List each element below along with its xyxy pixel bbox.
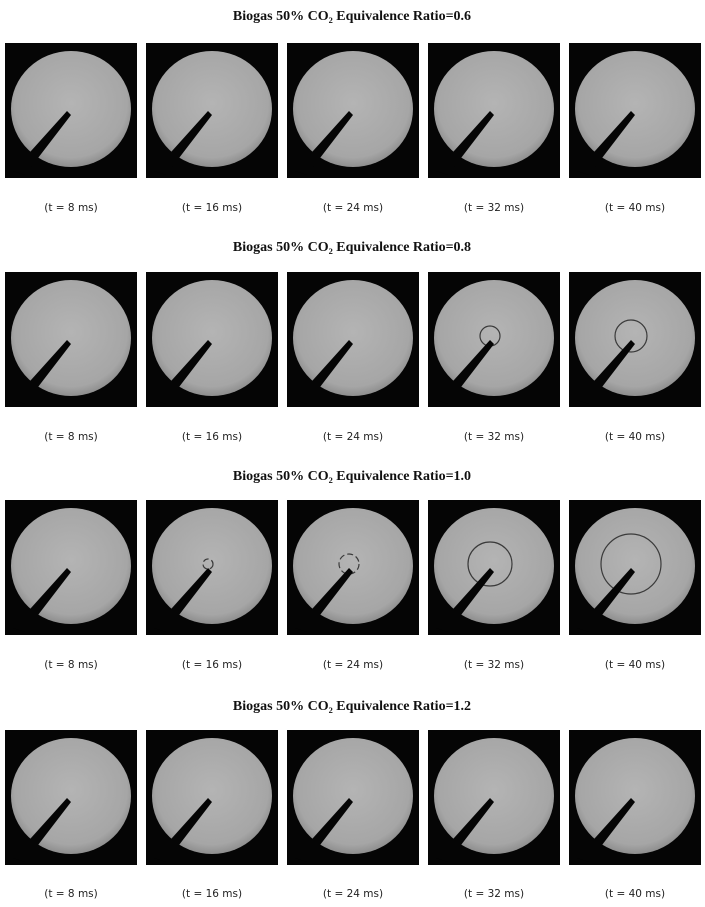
chamber-window bbox=[293, 508, 413, 624]
time-caption: (t = 8 ms) bbox=[44, 202, 98, 214]
frame-image bbox=[569, 272, 701, 407]
chamber-window bbox=[11, 508, 131, 624]
time-caption: (t = 8 ms) bbox=[44, 659, 98, 671]
time-caption: (t = 24 ms) bbox=[323, 888, 383, 900]
frame-image bbox=[146, 43, 278, 178]
frame-image bbox=[146, 730, 278, 865]
chamber-window bbox=[293, 51, 413, 167]
frame-image bbox=[428, 730, 560, 865]
frame-image bbox=[428, 272, 560, 407]
frame-image bbox=[5, 272, 137, 407]
chamber-window bbox=[293, 280, 413, 396]
chamber-window bbox=[11, 738, 131, 854]
chamber-window bbox=[152, 508, 272, 624]
frame-image bbox=[287, 730, 419, 865]
time-caption: (t = 16 ms) bbox=[182, 202, 242, 214]
time-caption: (t = 24 ms) bbox=[323, 659, 383, 671]
time-caption: (t = 24 ms) bbox=[323, 431, 383, 443]
panel-title: Biogas 50% CO₂ Equivalence Ratio=1.2 bbox=[233, 699, 471, 714]
time-caption: (t = 40 ms) bbox=[605, 888, 665, 900]
time-caption: (t = 16 ms) bbox=[182, 659, 242, 671]
chamber-window bbox=[434, 508, 554, 624]
frame-image bbox=[569, 730, 701, 865]
time-caption: (t = 32 ms) bbox=[464, 888, 524, 900]
frame-image bbox=[428, 500, 560, 635]
chamber-window bbox=[293, 738, 413, 854]
time-caption: (t = 32 ms) bbox=[464, 431, 524, 443]
time-caption: (t = 32 ms) bbox=[464, 202, 524, 214]
panel-title: Biogas 50% CO₂ Equivalence Ratio=1.0 bbox=[233, 469, 471, 484]
chamber-window bbox=[434, 738, 554, 854]
frame-image bbox=[146, 500, 278, 635]
frame-image bbox=[146, 272, 278, 407]
chamber-window bbox=[575, 508, 695, 624]
time-caption: (t = 32 ms) bbox=[464, 659, 524, 671]
frame-image bbox=[428, 43, 560, 178]
time-caption: (t = 24 ms) bbox=[323, 202, 383, 214]
chamber-window bbox=[152, 51, 272, 167]
chamber-window bbox=[11, 51, 131, 167]
time-caption: (t = 40 ms) bbox=[605, 202, 665, 214]
time-caption: (t = 16 ms) bbox=[182, 888, 242, 900]
time-caption: (t = 8 ms) bbox=[44, 888, 98, 900]
frame-image bbox=[5, 43, 137, 178]
panel-title: Biogas 50% CO₂ Equivalence Ratio=0.8 bbox=[233, 240, 471, 255]
chamber-window bbox=[11, 280, 131, 396]
time-caption: (t = 8 ms) bbox=[44, 431, 98, 443]
frame-image bbox=[287, 500, 419, 635]
panel-title: Biogas 50% CO₂ Equivalence Ratio=0.6 bbox=[233, 9, 471, 24]
chamber-window bbox=[575, 738, 695, 854]
figure: Biogas 50% CO₂ Equivalence Ratio=0.6 (t =… bbox=[0, 0, 705, 907]
time-caption: (t = 16 ms) bbox=[182, 431, 242, 443]
chamber-window bbox=[434, 51, 554, 167]
time-caption: (t = 40 ms) bbox=[605, 431, 665, 443]
chamber-window bbox=[152, 280, 272, 396]
chamber-window bbox=[434, 280, 554, 396]
time-caption: (t = 40 ms) bbox=[605, 659, 665, 671]
frame-image bbox=[569, 500, 701, 635]
chamber-window bbox=[575, 51, 695, 167]
chamber-window bbox=[575, 280, 695, 396]
chamber-window bbox=[152, 738, 272, 854]
frame-image bbox=[5, 730, 137, 865]
frame-image bbox=[5, 500, 137, 635]
frame-image bbox=[287, 272, 419, 407]
frame-image bbox=[287, 43, 419, 178]
frame-image bbox=[569, 43, 701, 178]
